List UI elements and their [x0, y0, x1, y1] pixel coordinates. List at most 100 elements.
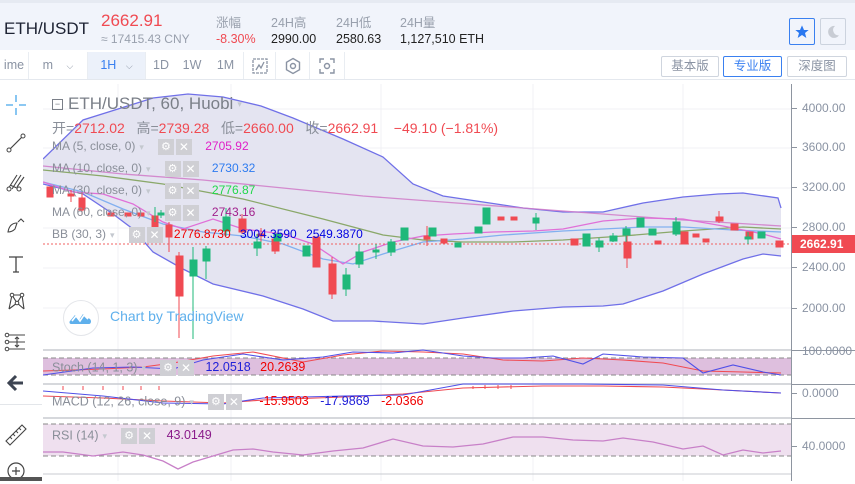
axis-tick: [792, 227, 797, 228]
gear-icon[interactable]: ⚙: [164, 205, 181, 221]
axis-tick: [792, 147, 797, 148]
legend-bollinger[interactable]: BB (30, 3) ▾ ⚙ ✕ 2776.8730 3004.3590 2549.3…: [52, 227, 363, 243]
price-axis[interactable]: 4000.00 3600.00 3200.00 2800.00 2400.00 …: [791, 84, 855, 481]
view-basic-button[interactable]: 基本版: [661, 56, 719, 77]
chevron-down-icon: ▾: [146, 163, 151, 174]
interval-1m[interactable]: 1M: [208, 52, 244, 79]
pitchfork-tool[interactable]: [0, 168, 32, 196]
gear-icon[interactable]: ⚙: [207, 394, 224, 410]
axis-label: 2800.00: [802, 220, 846, 234]
favorite-button[interactable]: [789, 18, 815, 45]
settings-hex-icon: [285, 57, 300, 75]
stoch-axis-label: 100.0000: [802, 344, 853, 358]
measure-icon: [4, 332, 25, 352]
trendline-tool[interactable]: [0, 129, 32, 157]
back-arrow-icon: [6, 374, 23, 392]
macd-line: [43, 383, 782, 405]
gear-icon[interactable]: ⚙: [121, 428, 138, 444]
legend-ma30[interactable]: MA (30, close, 0) ▾ ⚙ ✕ 2776.87: [52, 183, 256, 199]
legend-ma60[interactable]: MA (60, close, 0) ▾ ⚙ ✕ 2743.16: [52, 205, 256, 221]
chevron-down-icon: ⌵: [125, 61, 133, 71]
collapse-icon[interactable]: −: [52, 99, 63, 111]
close-icon[interactable]: ✕: [146, 227, 163, 243]
price-chart[interactable]: [43, 84, 791, 481]
legend-ma10[interactable]: MA (10, close, 0) ▾ ⚙ ✕ 2730.32: [52, 161, 256, 177]
macd-axis-label: 0.0000: [802, 386, 839, 400]
close-icon[interactable]: ✕: [175, 139, 192, 155]
brush-tool[interactable]: [0, 210, 32, 238]
hide-toolbar-button[interactable]: [0, 369, 32, 397]
tradingview-watermark[interactable]: Chart by TradingView: [110, 308, 244, 324]
interval-1d[interactable]: 1D: [153, 58, 169, 72]
gear-icon[interactable]: ⚙: [164, 161, 181, 177]
interval-1h-dropdown[interactable]: 1H ⌵: [88, 52, 146, 79]
tradingview-logo[interactable]: [63, 300, 99, 336]
ruler-tool[interactable]: [0, 421, 32, 449]
toolbar-divider: [0, 404, 42, 405]
ruler-icon: [5, 424, 27, 446]
drawing-toolbar: [0, 84, 42, 481]
interval-1w[interactable]: 1W: [182, 58, 202, 72]
close-icon[interactable]: ✕: [182, 205, 199, 221]
last-price: 2662.91: [101, 11, 163, 30]
pattern-tool[interactable]: [0, 288, 32, 316]
legend-macd[interactable]: MACD (12, 26, close, 9) ▾ ⚙ ✕ -15.9503 -17.…: [52, 394, 424, 410]
brush-icon: [7, 218, 25, 233]
rsi-line: [43, 436, 782, 470]
screenshot-icon: [319, 58, 335, 74]
crosshair-tool[interactable]: [0, 91, 32, 119]
theme-toggle-button[interactable]: [820, 18, 846, 45]
time-button[interactable]: ime: [0, 52, 29, 79]
close-icon[interactable]: ✕: [225, 394, 242, 410]
screenshot-button[interactable]: [310, 52, 345, 79]
chevron-down-icon: ▾: [146, 207, 151, 218]
gear-icon[interactable]: ⚙: [157, 139, 174, 155]
view-pro-button[interactable]: 专业版: [723, 56, 782, 77]
crosshair-icon: [6, 95, 26, 115]
pattern-icon: [8, 292, 25, 310]
star-icon: [795, 24, 809, 38]
chevron-down-icon: ▾: [110, 229, 115, 240]
axis-label: 2400.00: [802, 260, 846, 274]
ohlc-values: 开=2712.02 高=2739.28 低=2660.00 收=2662.91 …: [52, 120, 499, 136]
chart-title[interactable]: − ETH/USDT, 60, Huobi ▾: [52, 94, 242, 114]
axis-tick: [792, 446, 797, 447]
axis-divider: [792, 350, 855, 351]
macd-signal-line: [43, 385, 782, 404]
pitchfork-icon: [6, 174, 25, 192]
close-icon[interactable]: ✕: [182, 161, 199, 177]
gear-icon[interactable]: ⚙: [160, 360, 176, 376]
axis-tick: [792, 393, 797, 394]
gear-icon[interactable]: ⚙: [128, 227, 145, 243]
text-icon: [9, 256, 23, 273]
legend-rsi[interactable]: RSI (14) ▾ ⚙ ✕ 43.0149: [52, 428, 212, 444]
macd-histogram: [62, 385, 512, 390]
axis-label: 3600.00: [802, 140, 846, 154]
indicator-button[interactable]: [244, 52, 276, 79]
legend-stoch[interactable]: Stoch (14, 1, 3) ▾ ⚙ ✕ 12.0518 20.2639: [52, 360, 306, 376]
current-price-tag: 2662.91: [792, 235, 855, 253]
chevron-down-icon: ⌵: [66, 61, 74, 71]
pair-name: ETH/USDT: [4, 19, 89, 38]
close-icon[interactable]: ✕: [182, 183, 199, 199]
axis-label: 4000.00: [802, 101, 846, 115]
close-icon[interactable]: ✕: [139, 428, 156, 444]
close-icon[interactable]: ✕: [178, 360, 194, 376]
minute-dropdown[interactable]: m ⌵: [29, 52, 88, 79]
gear-icon[interactable]: ⚙: [164, 183, 181, 199]
measure-tool[interactable]: [0, 328, 32, 356]
axis-tick: [792, 187, 797, 188]
chevron-down-icon: ▾: [102, 430, 108, 441]
view-depth-button[interactable]: 深度图: [787, 56, 847, 77]
chart-toolbar: ime m ⌵ 1H ⌵ 1D 1W 1M 基本版 专业版 深度图: [0, 52, 855, 80]
chevron-down-icon: ▾: [189, 396, 194, 407]
chart-settings-button[interactable]: [276, 52, 310, 79]
text-tool[interactable]: [0, 250, 32, 278]
chevron-down-icon: ▾: [141, 362, 146, 373]
bollinger-band-fill: [43, 94, 781, 324]
legend-ma5[interactable]: MA (5, close, 0) ▾ ⚙ ✕ 2705.92: [52, 139, 249, 155]
stat-24h-low: 24H低 2580.63: [336, 16, 382, 46]
axis-divider: [792, 418, 855, 419]
stat-24h-volume: 24H量 1,127,510 ETH: [400, 16, 485, 46]
moon-icon: [828, 25, 839, 38]
